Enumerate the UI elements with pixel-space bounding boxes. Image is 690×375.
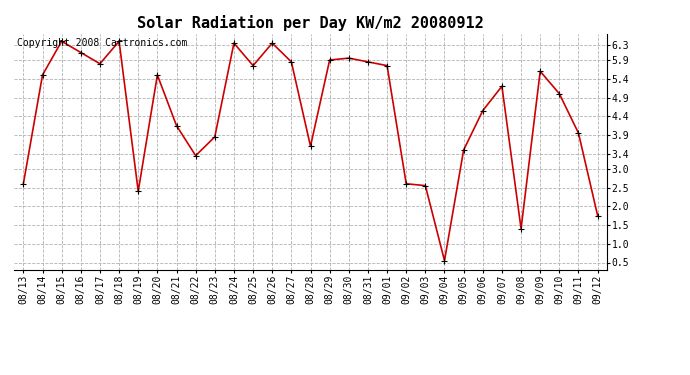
Text: Copyright 2008 Cartronics.com: Copyright 2008 Cartronics.com bbox=[17, 39, 187, 48]
Title: Solar Radiation per Day KW/m2 20080912: Solar Radiation per Day KW/m2 20080912 bbox=[137, 15, 484, 31]
